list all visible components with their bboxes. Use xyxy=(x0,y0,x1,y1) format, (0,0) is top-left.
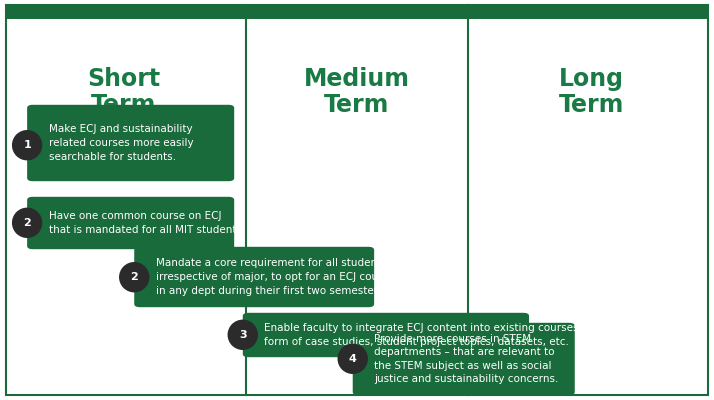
Text: 4: 4 xyxy=(348,354,357,364)
FancyBboxPatch shape xyxy=(353,323,575,395)
Ellipse shape xyxy=(119,262,149,292)
Ellipse shape xyxy=(228,320,258,350)
Ellipse shape xyxy=(338,344,368,374)
FancyBboxPatch shape xyxy=(27,197,234,249)
Text: 1: 1 xyxy=(24,140,31,150)
FancyBboxPatch shape xyxy=(243,313,529,357)
Text: Mandate a core requirement for all students,
irrespective of major, to opt for a: Mandate a core requirement for all stude… xyxy=(156,258,394,296)
Text: 3: 3 xyxy=(239,330,246,340)
Text: Medium
Term: Medium Term xyxy=(304,66,410,118)
Text: 2: 2 xyxy=(131,272,138,282)
Ellipse shape xyxy=(12,130,42,160)
FancyBboxPatch shape xyxy=(27,105,234,181)
Text: Have one common course on ECJ
that is mandated for all MIT students.: Have one common course on ECJ that is ma… xyxy=(49,211,245,235)
Text: Make ECJ and sustainability
related courses more easily
searchable for students.: Make ECJ and sustainability related cour… xyxy=(49,124,193,162)
Bar xyxy=(6,5,708,19)
Text: Long
Term: Long Term xyxy=(558,66,624,118)
Text: Provide more courses in STEM
departments – that are relevant to
the STEM subject: Provide more courses in STEM departments… xyxy=(374,334,558,384)
Ellipse shape xyxy=(12,208,42,238)
Text: 2: 2 xyxy=(24,218,31,228)
Text: Enable faculty to integrate ECJ content into existing courses in the
form of cas: Enable faculty to integrate ECJ content … xyxy=(264,323,612,347)
FancyBboxPatch shape xyxy=(134,247,374,307)
Text: Short
Term: Short Term xyxy=(87,66,160,118)
